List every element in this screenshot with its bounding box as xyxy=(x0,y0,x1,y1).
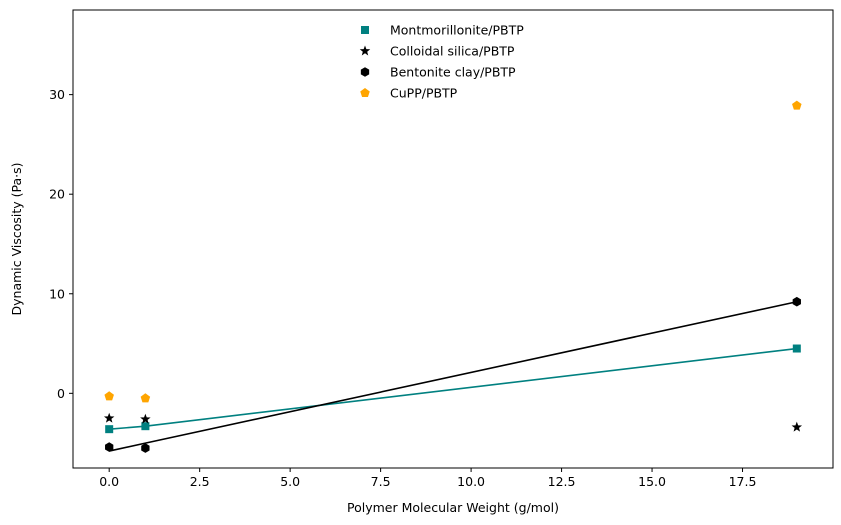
x-tick-label: 2.5 xyxy=(190,474,210,489)
point-bentonite-clay-pbtp xyxy=(105,442,114,452)
plot-area xyxy=(72,9,834,469)
legend: Montmorillonite/PBTP Colloidal silica/PBT… xyxy=(359,23,524,101)
y-axis: 0 10 20 30 xyxy=(49,87,73,401)
legend-marker-montmorillonite-pbtp xyxy=(361,26,369,34)
legend-label-cupp-pbtp: CuPP/PBTP xyxy=(390,86,458,101)
point-colloidal-silica-pbtp xyxy=(791,421,803,432)
x-tick-label: 17.5 xyxy=(729,474,757,489)
point-montmorillonite-pbtp xyxy=(141,422,150,431)
x-axis: 0.0 2.5 5.0 7.5 10.0 12.5 15.0 17.5 xyxy=(99,468,756,489)
point-montmorillonite-pbtp xyxy=(792,344,801,353)
point-cupp-pbtp xyxy=(104,391,114,401)
x-tick-label: 5.0 xyxy=(280,474,300,489)
point-montmorillonite-pbtp xyxy=(105,425,114,434)
legend-label-colloidal-silica-pbtp: Colloidal silica/PBTP xyxy=(390,44,515,59)
x-tick-label: 7.5 xyxy=(371,474,391,489)
x-tick-label: 10.0 xyxy=(457,474,485,489)
y-tick-label: 10 xyxy=(49,286,65,301)
y-axis-label: Dynamic Viscosity (Pa·s) xyxy=(9,162,24,315)
point-bentonite-clay-pbtp xyxy=(792,296,801,307)
legend-label-montmorillonite-pbtp: Montmorillonite/PBTP xyxy=(390,23,524,38)
y-tick-label: 20 xyxy=(49,187,65,202)
y-tick-label: 30 xyxy=(49,87,65,102)
y-tick-label: 0 xyxy=(57,386,65,401)
fit-line-bentonite-clay-pbtp xyxy=(109,300,797,452)
x-tick-label: 15.0 xyxy=(638,474,666,489)
point-colloidal-silica-pbtp xyxy=(140,413,151,424)
legend-marker-colloidal-silica-pbtp xyxy=(359,45,371,56)
x-axis-label: Polymer Molecular Weight (g/mol) xyxy=(347,500,559,515)
legend-label-bentonite-clay-pbtp: Bentonite clay/PBTP xyxy=(390,65,516,80)
x-tick-label: 12.5 xyxy=(548,474,576,489)
point-cupp-pbtp xyxy=(792,100,802,110)
point-cupp-pbtp xyxy=(140,393,151,403)
data-points xyxy=(103,100,803,453)
x-tick-label: 0.0 xyxy=(99,474,119,489)
point-bentonite-clay-pbtp xyxy=(141,443,150,453)
point-colloidal-silica-pbtp xyxy=(103,412,115,423)
legend-marker-bentonite-clay-pbtp xyxy=(360,67,370,77)
legend-marker-cupp-pbtp xyxy=(360,88,370,98)
